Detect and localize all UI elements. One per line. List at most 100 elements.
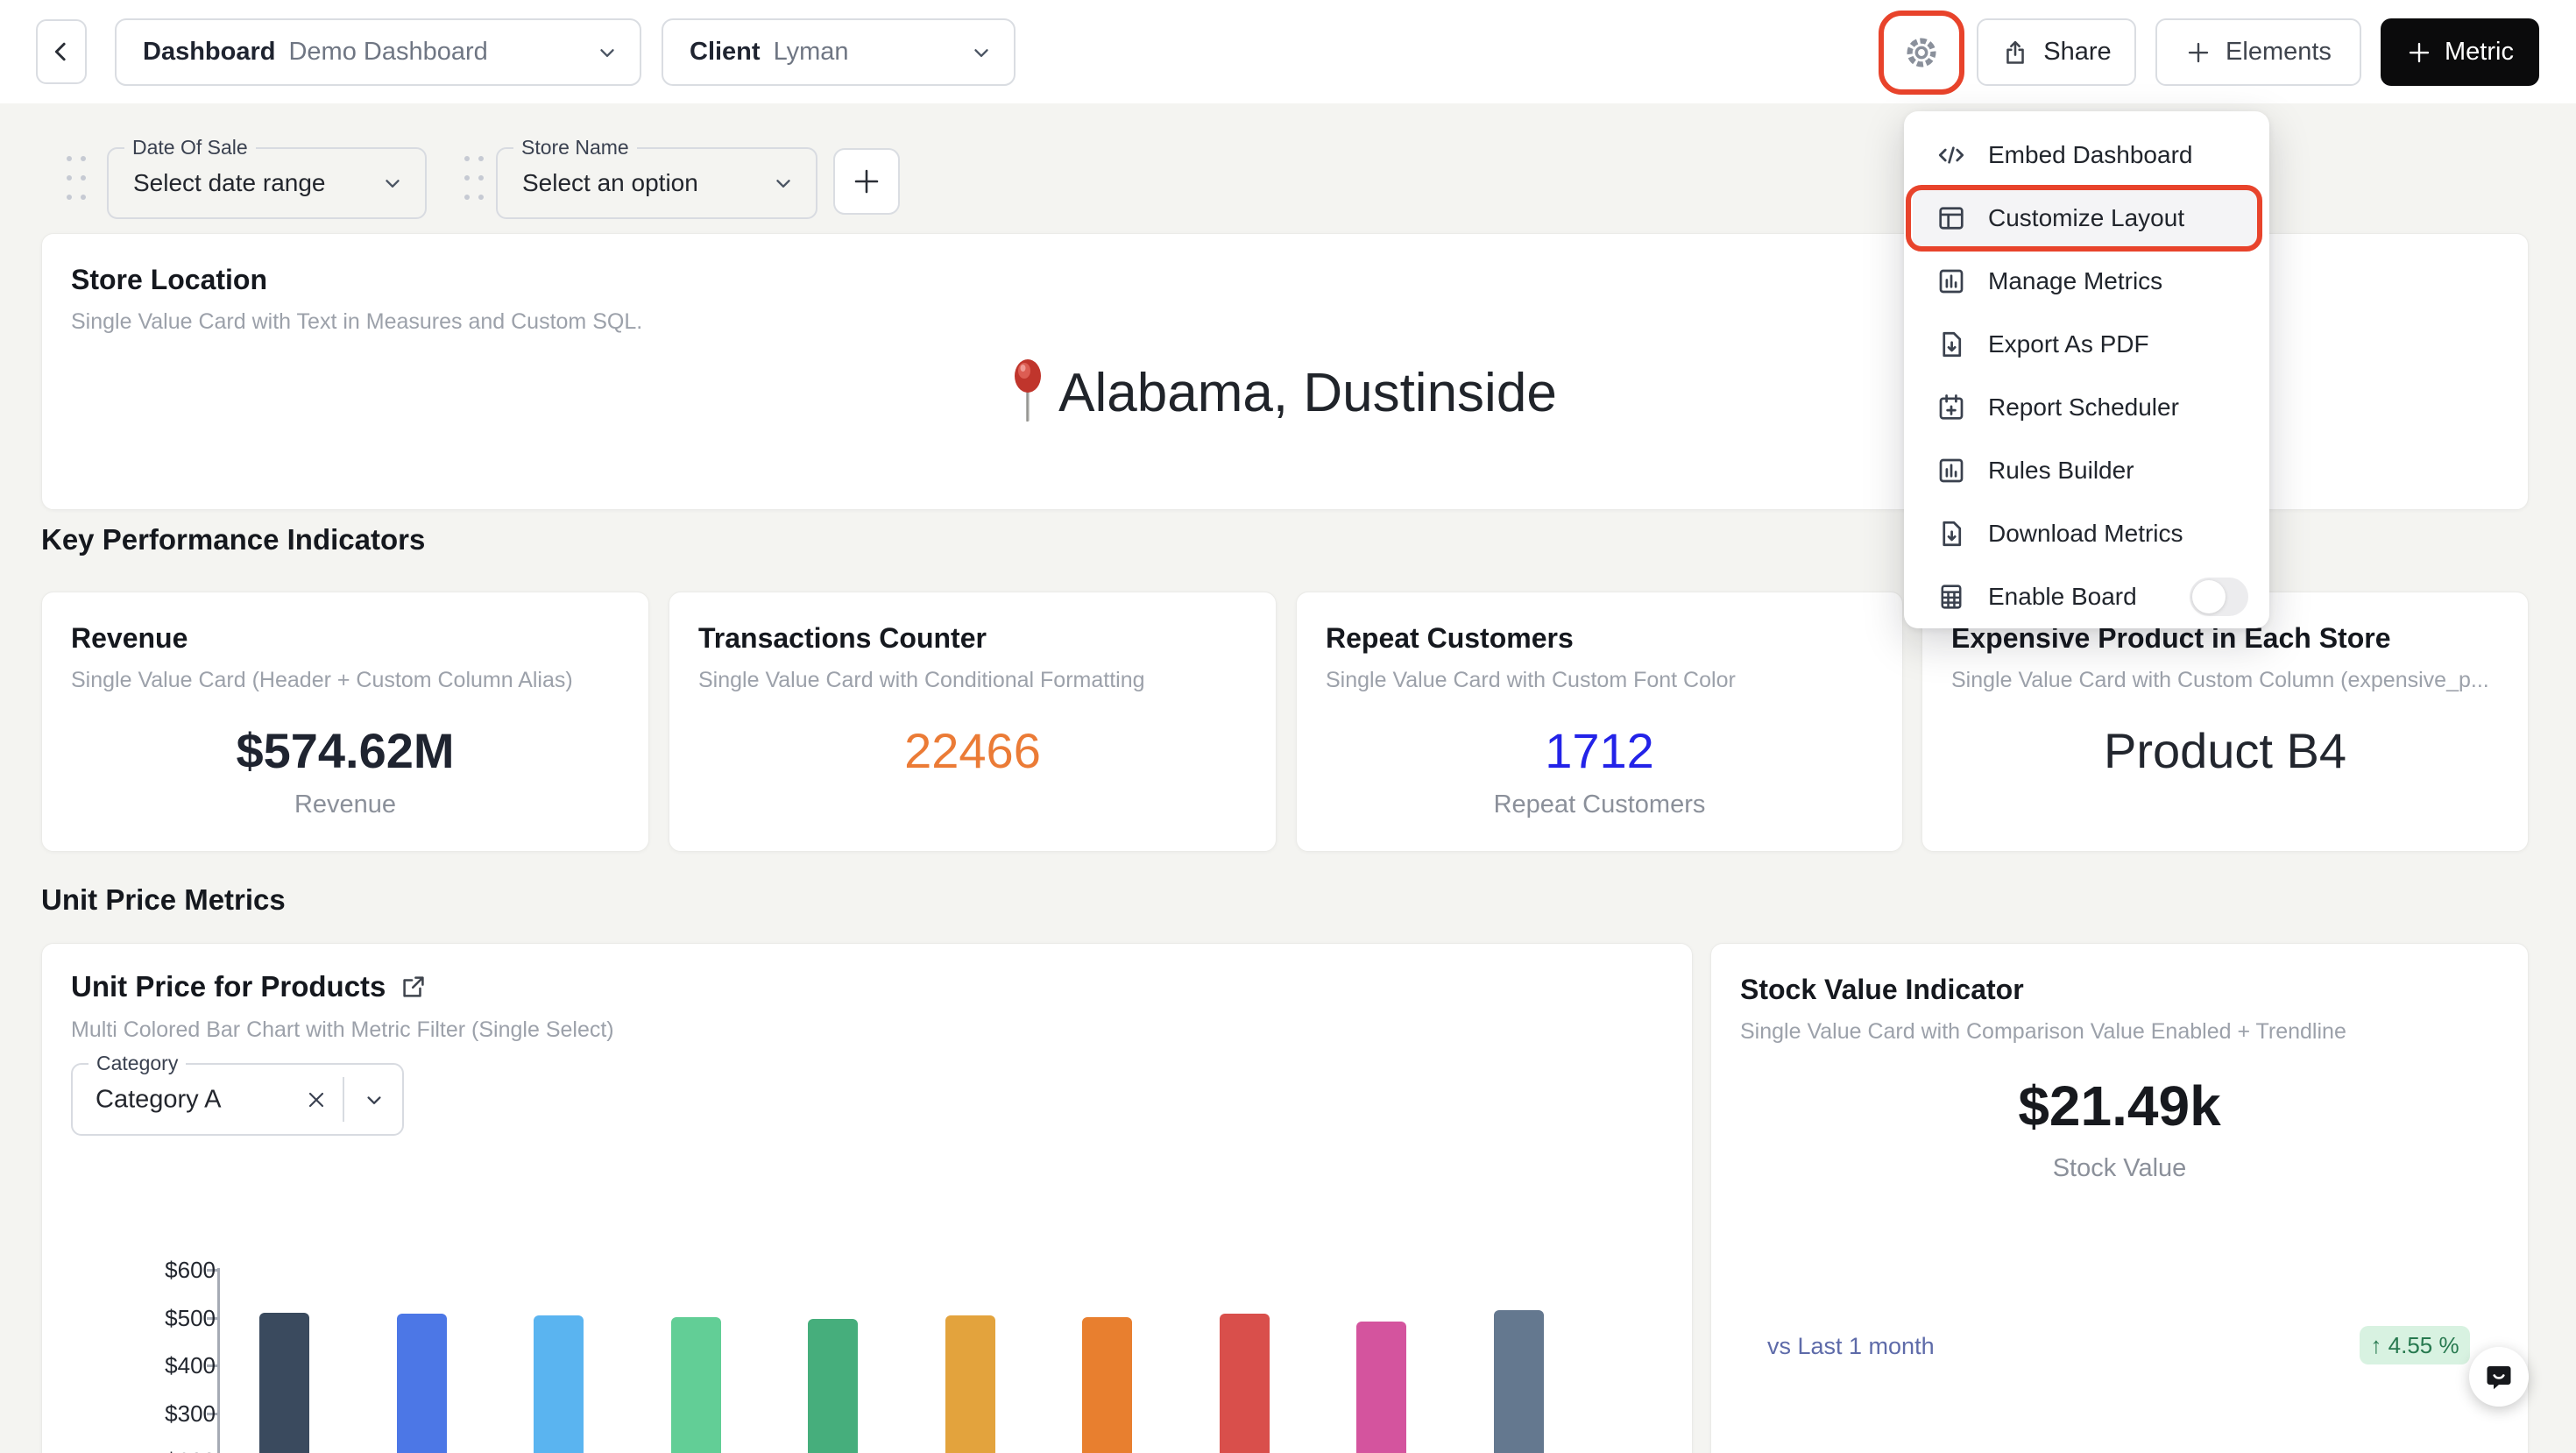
menu-item-label: Report Scheduler xyxy=(1988,393,2179,421)
add-elements-button[interactable]: Elements xyxy=(2155,18,2361,86)
menu-item-label: Customize Layout xyxy=(1988,204,2185,231)
card-subtitle: Single Value Card with Custom Column (ex… xyxy=(1951,668,2489,692)
bar xyxy=(670,1316,721,1453)
calendar-plus-icon xyxy=(1939,394,1964,420)
y-axis-tick-label: $200 xyxy=(152,1448,216,1453)
board-icon xyxy=(1941,585,1962,609)
menu-item-customize-layout[interactable]: Customize Layout xyxy=(1913,187,2261,250)
menu-item-label: Rules Builder xyxy=(1988,457,2134,484)
chevron-left-icon xyxy=(54,42,66,61)
filter-drag-handle[interactable] xyxy=(464,156,484,210)
y-axis-tick-label: $500 xyxy=(165,1304,216,1331)
card-value: $574.62M xyxy=(236,723,455,778)
external-link-icon[interactable] xyxy=(400,973,428,1001)
card-subtitle: Single Value Card with Comparison Value … xyxy=(1740,1019,2346,1044)
menu-item-label: Download Metrics xyxy=(1988,520,2183,547)
menu-item-label: Enable Board xyxy=(1988,583,2137,610)
menu-item-enable-board[interactable]: Enable Board xyxy=(1904,565,2269,628)
revenue-card: Revenue Single Value Card (Header + Cust… xyxy=(41,592,649,852)
comparison-period-text: vs Last 1 month xyxy=(1767,1333,1935,1359)
card-value: Product B4 xyxy=(2103,723,2347,778)
store-name-filter-value: Select an option xyxy=(522,169,698,196)
menu-item-manage-metrics[interactable]: Manage Metrics xyxy=(1904,250,2269,313)
card-title: Stock Value Indicator xyxy=(1740,974,2024,1005)
change-badge: ↑ 4.55 % xyxy=(2360,1326,2470,1364)
share-icon xyxy=(2006,40,2025,64)
metric-button-label: Metric xyxy=(2445,38,2514,66)
bar xyxy=(534,1315,584,1453)
y-axis-tick xyxy=(207,1316,219,1320)
card-value: $21.49k xyxy=(2018,1074,2221,1138)
card-subtitle: Multi Colored Bar Chart with Metric Filt… xyxy=(71,1017,614,1042)
menu-item-label: Export As PDF xyxy=(1988,330,2149,358)
plus-icon xyxy=(2409,42,2430,62)
menu-item-export-as-pdf[interactable]: Export As PDF xyxy=(1904,313,2269,376)
trendline-sparkline xyxy=(1816,1400,2254,1453)
card-subtitle: Single Value Card with Conditional Forma… xyxy=(698,668,1145,692)
file-download-icon xyxy=(1943,331,1962,358)
date-of-sale-filter[interactable]: Date Of Sale Select date range xyxy=(107,135,427,219)
bar xyxy=(1082,1316,1132,1453)
store-name-filter-label: Store Name xyxy=(513,135,637,159)
layout-icon xyxy=(1939,207,1964,230)
kpi-section-title: Key Performance Indicators xyxy=(41,523,426,556)
menu-item-rules-builder[interactable]: Rules Builder xyxy=(1904,439,2269,502)
y-axis-tick xyxy=(207,1364,219,1367)
add-filter-button[interactable] xyxy=(833,148,900,215)
y-axis-tick-label: $300 xyxy=(165,1400,216,1427)
client-select-value: Lyman xyxy=(773,38,849,66)
menu-item-download-metrics[interactable]: Download Metrics xyxy=(1904,502,2269,565)
plus-icon xyxy=(2188,42,2209,62)
card-title: Revenue xyxy=(71,622,188,654)
share-button[interactable]: Share xyxy=(1977,18,2136,86)
card-title: Unit Price for Products xyxy=(71,970,386,1003)
card-title: Store Location xyxy=(71,264,268,295)
date-of-sale-filter-label: Date Of Sale xyxy=(124,135,256,159)
store-location-value: Alabama, Dustinside xyxy=(1058,362,1557,423)
stock-value-card: Stock Value Indicator Single Value Card … xyxy=(1710,943,2529,1453)
card-value: 22466 xyxy=(904,723,1041,778)
category-filter-value: Category A xyxy=(96,1085,222,1113)
unit-price-section-title: Unit Price Metrics xyxy=(41,883,286,916)
menu-item-embed-dashboard[interactable]: Embed Dashboard xyxy=(1904,124,2269,187)
bar xyxy=(945,1315,995,1453)
dashboard-select-label: Dashboard xyxy=(143,38,276,66)
card-value: 1712 xyxy=(1545,723,1654,778)
enable-board-toggle[interactable] xyxy=(2190,578,2248,616)
transactions-counter-card: Transactions Counter Single Value Card w… xyxy=(669,592,1277,852)
divider xyxy=(343,1077,344,1122)
bar xyxy=(1493,1310,1544,1453)
card-subtitle: Single Value Card with Text in Measures … xyxy=(71,309,643,334)
clear-icon[interactable] xyxy=(304,1088,329,1112)
card-title: Transactions Counter xyxy=(698,622,987,654)
unit-price-card: Unit Price for Products Multi Colored Ba… xyxy=(41,943,1693,1453)
bar-chart-icon xyxy=(1939,458,1964,483)
code-icon xyxy=(1938,146,1964,164)
client-select[interactable]: Client Lyman xyxy=(662,18,1016,86)
repeat-customers-card: Repeat Customers Single Value Card with … xyxy=(1296,592,1903,852)
menu-item-label: Manage Metrics xyxy=(1988,267,2163,294)
dashboard-select[interactable]: Dashboard Demo Dashboard xyxy=(115,18,641,86)
bar-chart: $600 $500 $400 $300 $200 xyxy=(138,1245,1681,1453)
chat-bubble-icon xyxy=(2487,1366,2511,1390)
back-button[interactable] xyxy=(36,19,87,84)
settings-menu: Embed Dashboard Customize Layout Manage … xyxy=(1904,111,2269,628)
y-axis-tick xyxy=(207,1412,219,1415)
expensive-product-card: Expensive Product in Each Store Single V… xyxy=(1921,592,2529,852)
filter-drag-handle[interactable] xyxy=(67,156,86,210)
chevron-down-icon[interactable] xyxy=(362,1088,386,1112)
category-filter[interactable]: Category Category A xyxy=(71,1051,404,1136)
date-of-sale-filter-value: Select date range xyxy=(133,169,326,196)
bar xyxy=(396,1314,447,1453)
chevron-down-icon xyxy=(386,180,400,188)
store-name-filter[interactable]: Store Name Select an option xyxy=(496,135,817,219)
settings-button[interactable] xyxy=(1889,21,1954,84)
chat-widget-button[interactable] xyxy=(2469,1347,2529,1407)
y-axis-tick xyxy=(207,1269,219,1272)
card-subtitle: Single Value Card (Header + Custom Colum… xyxy=(71,668,573,692)
bar xyxy=(1219,1314,1270,1453)
card-value-label: Repeat Customers xyxy=(1493,790,1706,819)
card-value-label: Revenue xyxy=(294,790,397,819)
add-metric-button[interactable]: Metric xyxy=(2381,18,2539,86)
menu-item-report-scheduler[interactable]: Report Scheduler xyxy=(1904,376,2269,439)
